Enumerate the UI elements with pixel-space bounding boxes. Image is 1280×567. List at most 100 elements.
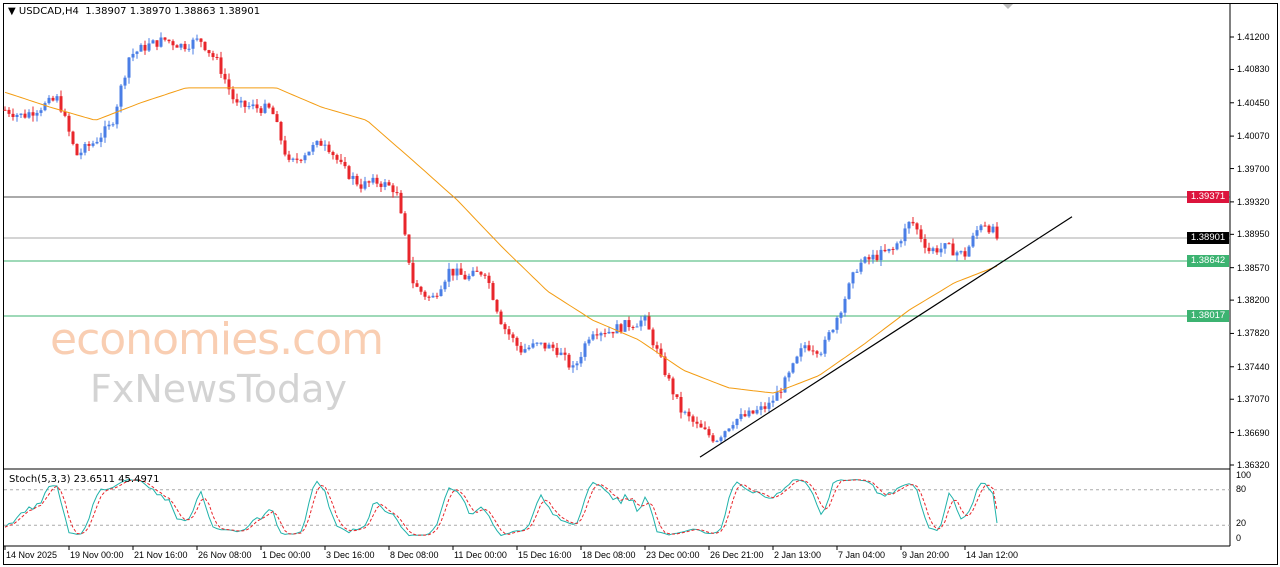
candle-body <box>595 334 599 336</box>
x-tick-label: 7 Jan 04:00 <box>838 550 886 560</box>
candle-body <box>111 124 115 126</box>
candle-body <box>67 115 71 132</box>
candle-body <box>815 351 819 354</box>
candle-body <box>91 143 95 146</box>
candle-body <box>339 159 343 162</box>
candle-body <box>387 182 391 186</box>
y-tick-label: 1.37820 <box>1237 328 1270 339</box>
candle-body <box>155 40 159 47</box>
candle-body <box>883 249 887 252</box>
candle-body <box>591 334 595 340</box>
candle-body <box>551 344 555 348</box>
candle-body <box>255 104 259 109</box>
candle-body <box>43 103 47 111</box>
candle-body <box>35 112 39 116</box>
candle-body <box>39 110 43 113</box>
candle-body <box>919 229 923 240</box>
candle-body <box>267 103 271 108</box>
stoch-level-label: 100 <box>1236 470 1252 480</box>
x-tick-label: 26 Dec 21:00 <box>710 550 764 560</box>
candle-body <box>607 331 611 334</box>
candle-body <box>227 79 231 90</box>
candle-body <box>915 223 919 230</box>
y-tick-label: 1.37070 <box>1237 394 1270 405</box>
candle-body <box>611 331 615 334</box>
candle-body <box>939 248 943 253</box>
candle-body <box>483 274 487 276</box>
candle-body <box>275 114 279 123</box>
candle-body <box>663 356 667 375</box>
candle-body <box>987 225 991 233</box>
x-tick-label: 18 Dec 08:00 <box>582 550 636 560</box>
candle-body <box>959 251 963 253</box>
candle-body <box>851 272 855 284</box>
candle-body <box>451 268 455 276</box>
candle-body <box>407 234 411 263</box>
candle-body <box>699 423 703 428</box>
candle-body <box>775 391 779 401</box>
candle-body <box>779 391 783 393</box>
y-tick-label: 1.38570 <box>1237 262 1270 273</box>
candle-body <box>519 345 523 353</box>
price-tag: 1.39371 <box>1187 191 1229 203</box>
candle-body <box>903 228 907 242</box>
y-tick-label: 1.40830 <box>1237 64 1270 75</box>
candle-body <box>315 140 319 145</box>
candle-body <box>127 57 131 78</box>
candle-body <box>515 337 519 346</box>
candle-body <box>399 192 403 214</box>
y-tick-label: 1.40070 <box>1237 131 1270 142</box>
candle-body <box>63 111 67 116</box>
candle-body <box>495 299 499 312</box>
candle-body <box>743 414 747 417</box>
candle-body <box>23 113 27 118</box>
y-tick-label: 1.41200 <box>1237 32 1270 42</box>
ohlc-values: 1.38907 1.38970 1.38863 1.38901 <box>85 6 261 17</box>
candle-body <box>31 112 35 116</box>
y-tick-label: 1.38950 <box>1237 229 1270 240</box>
candle-body <box>231 89 235 100</box>
candle-body <box>447 268 451 282</box>
candle-body <box>555 347 559 355</box>
candle-body <box>627 320 631 328</box>
candle-body <box>643 316 647 321</box>
candle-body <box>439 289 443 297</box>
candle-body <box>211 53 215 57</box>
candle-body <box>411 262 415 284</box>
candle-body <box>331 152 335 156</box>
candle-body <box>599 333 603 336</box>
x-tick-label: 14 Nov 2025 <box>6 550 58 560</box>
y-tick-label: 1.36320 <box>1237 460 1270 470</box>
x-tick-label: 2 Jan 13:00 <box>774 550 822 560</box>
candle-body <box>867 257 871 260</box>
stochastic-label: Stoch(5,3,3) 23.6511 45.4971 <box>9 474 160 485</box>
candle-body <box>967 246 971 257</box>
chart-window[interactable] <box>3 3 1278 565</box>
candle-body <box>403 213 407 235</box>
candle-body <box>443 281 447 290</box>
x-tick-label: 21 Nov 16:00 <box>134 550 188 560</box>
candle-body <box>239 100 243 103</box>
candle-body <box>687 411 691 417</box>
y-tick-label: 1.38200 <box>1237 295 1270 306</box>
candle-body <box>7 109 11 114</box>
symbol-label: USDCAD,H4 <box>18 6 79 17</box>
candle-body <box>355 175 359 185</box>
candle-body <box>219 57 223 74</box>
candle-body <box>279 122 283 141</box>
candle-body <box>479 271 483 275</box>
candle-body <box>863 257 867 263</box>
candle-body <box>175 45 179 48</box>
candle-body <box>187 48 191 50</box>
candle-body <box>195 38 199 40</box>
stoch-signal-line <box>4 479 998 536</box>
stoch-main-line <box>4 478 998 537</box>
candle-body <box>587 339 591 344</box>
candle-body <box>635 326 639 328</box>
candle-body <box>667 374 671 379</box>
candle-body <box>995 226 999 239</box>
candle-body <box>251 104 255 107</box>
candle-body <box>511 334 515 338</box>
candle-body <box>47 97 51 104</box>
